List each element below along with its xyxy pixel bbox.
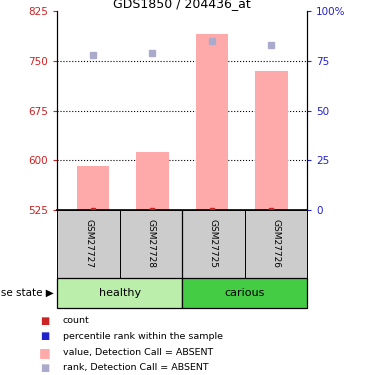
Text: ■: ■ [40,363,49,373]
Text: ■: ■ [40,316,49,326]
Text: percentile rank within the sample: percentile rank within the sample [63,332,223,341]
Text: count: count [63,316,90,325]
Bar [120,210,182,278]
Text: rank, Detection Call = ABSENT: rank, Detection Call = ABSENT [63,363,209,372]
Bar [136,152,169,210]
Text: healthy: healthy [99,288,141,297]
Bar [245,210,307,278]
Bar [77,166,110,210]
Text: carious: carious [225,288,265,297]
Text: GSM27726: GSM27726 [271,219,280,268]
Bar [57,210,120,278]
Text: ■: ■ [40,332,49,341]
Text: GSM27727: GSM27727 [84,219,93,268]
Text: value, Detection Call = ABSENT: value, Detection Call = ABSENT [63,348,213,357]
Text: ■: ■ [38,346,50,358]
Title: GDS1850 / 204436_at: GDS1850 / 204436_at [113,0,251,10]
Bar [57,278,182,308]
Text: disease state ▶: disease state ▶ [0,288,54,297]
Bar [196,34,228,210]
Bar [182,210,245,278]
Text: GSM27728: GSM27728 [147,219,155,268]
Bar [182,278,307,308]
Text: GSM27725: GSM27725 [209,219,218,268]
Bar [255,71,288,210]
